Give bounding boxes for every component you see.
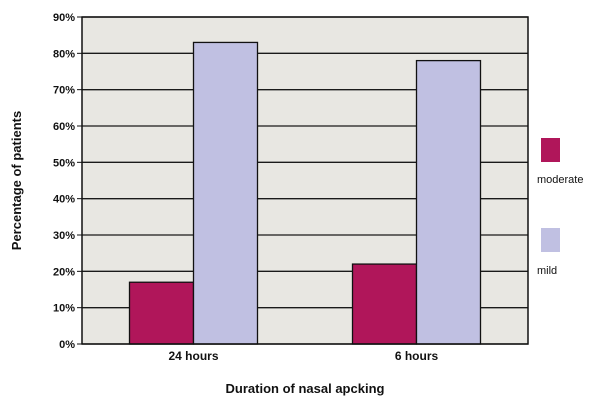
legend-label-moderate: moderate xyxy=(537,174,583,186)
y-tick-label: 30% xyxy=(53,230,75,242)
y-tick-label: 0% xyxy=(59,339,75,351)
x-tick-label: 24 hours xyxy=(168,349,218,363)
legend-label-mild: mild xyxy=(537,265,557,277)
y-tick-label: 60% xyxy=(53,121,75,133)
bar-moderate-1 xyxy=(351,263,418,345)
x-axis-tick-labels: 24 hours 6 hours xyxy=(168,349,438,363)
bar-moderate-0 xyxy=(128,281,195,345)
y-tick-label: 20% xyxy=(53,266,75,278)
legend-swatch-moderate xyxy=(541,138,560,162)
x-tick-label: 6 hours xyxy=(395,349,439,363)
plot-frame xyxy=(81,16,529,345)
y-tick-label: 80% xyxy=(53,48,75,60)
bar-mild-1 xyxy=(415,59,482,345)
x-axis-title: Duration of nasal apcking xyxy=(226,381,385,396)
legend: moderate mild xyxy=(537,138,583,277)
y-tick-label: 90% xyxy=(53,12,75,24)
y-tick-label: 10% xyxy=(53,303,75,315)
y-tick-label: 50% xyxy=(53,157,75,169)
y-axis-title: Percentage of patients xyxy=(9,111,24,250)
bar-mild-0 xyxy=(192,41,259,345)
y-axis-tick-labels: 0% 10% 20% 30% 40% 50% 60% 70% 80% 90% xyxy=(53,12,75,351)
bars xyxy=(128,41,482,345)
y-tick-label: 40% xyxy=(53,194,75,206)
legend-swatch-mild xyxy=(541,228,560,252)
y-tick-label: 70% xyxy=(53,85,75,97)
